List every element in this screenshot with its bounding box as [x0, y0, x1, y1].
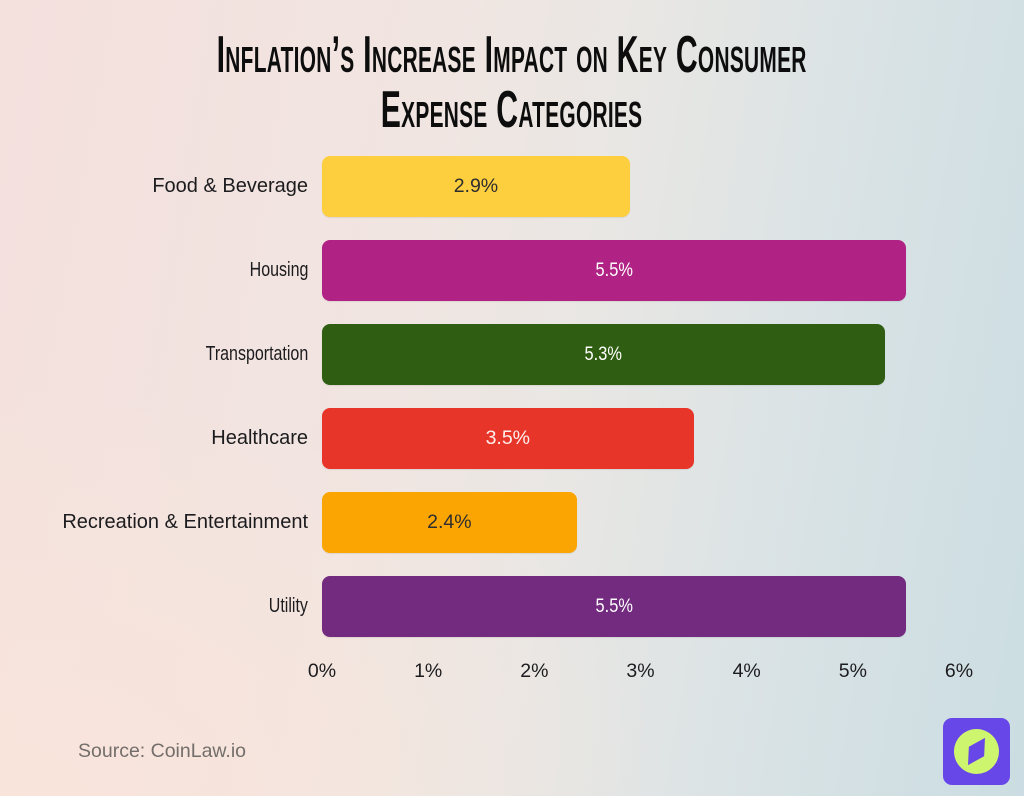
bar-recreation-entertainment: 2.4%	[322, 492, 577, 553]
plot-area: 5.5%	[322, 576, 959, 637]
bar-healthcare: 3.5%	[322, 408, 694, 469]
chart-title-line1: Inflation’s Increase Impact on Key Consu…	[216, 26, 808, 84]
bar-housing: 5.5%	[322, 240, 906, 301]
compass-icon	[943, 718, 1010, 785]
category-label-food-beverage: Food & Beverage	[152, 175, 308, 197]
bar-value-label: 5.5%	[595, 595, 633, 617]
plot-area: 3.5%	[322, 408, 959, 469]
x-axis-tick-3: 3%	[626, 660, 655, 682]
category-label-transportation: Transportation	[205, 343, 308, 365]
bar-value-label: 3.5%	[485, 427, 531, 449]
category-label-utility: Utility	[268, 595, 308, 617]
plot-area: 5.5%	[322, 240, 959, 301]
chart-row-transportation: Transportation 5.3%	[0, 324, 1024, 385]
category-label-healthcare: Healthcare	[211, 427, 308, 449]
bar-food-beverage: 2.9%	[322, 156, 630, 217]
bar-chart: Food & Beverage 2.9% Housing 5.5% Transp…	[0, 156, 1024, 686]
plot-area: 5.3%	[322, 324, 959, 385]
bar-utility: 5.5%	[322, 576, 906, 637]
plot-area: 2.9%	[322, 156, 959, 217]
bar-value-label: 5.3%	[584, 343, 623, 365]
chart-title: Inflation’s Increase Impact on Key Consu…	[0, 28, 1024, 138]
x-axis-tick-4: 4%	[732, 660, 761, 682]
category-label-recreation-entertainment: Recreation & Entertainment	[62, 511, 308, 533]
chart-row-utility: Utility 5.5%	[0, 576, 1024, 637]
bar-transportation: 5.3%	[322, 324, 885, 385]
x-axis-tick-5: 5%	[838, 660, 867, 682]
chart-row-healthcare: Healthcare 3.5%	[0, 408, 1024, 469]
x-axis-tick-0: 0%	[307, 660, 337, 682]
chart-title-line2: Expense Categories	[381, 81, 643, 139]
plot-area: 2.4%	[322, 492, 959, 553]
chart-row-housing: Housing 5.5%	[0, 240, 1024, 301]
chart-row-recreation-entertainment: Recreation & Entertainment 2.4%	[0, 492, 1024, 553]
source-caption: Source: CoinLaw.io	[78, 740, 247, 762]
coinlaw-logo	[943, 718, 1010, 785]
x-axis: 0% 1% 2% 3% 4% 5% 6%	[308, 660, 973, 686]
x-axis-tick-2: 2%	[520, 660, 549, 682]
bar-value-label: 2.4%	[427, 511, 472, 533]
category-label-housing: Housing	[249, 259, 308, 281]
bar-value-label: 2.9%	[453, 175, 499, 197]
x-axis-tick-1: 1%	[414, 660, 443, 682]
bar-value-label: 5.5%	[595, 259, 633, 281]
x-axis-tick-6: 6%	[944, 660, 974, 682]
chart-row-food-beverage: Food & Beverage 2.9%	[0, 156, 1024, 217]
